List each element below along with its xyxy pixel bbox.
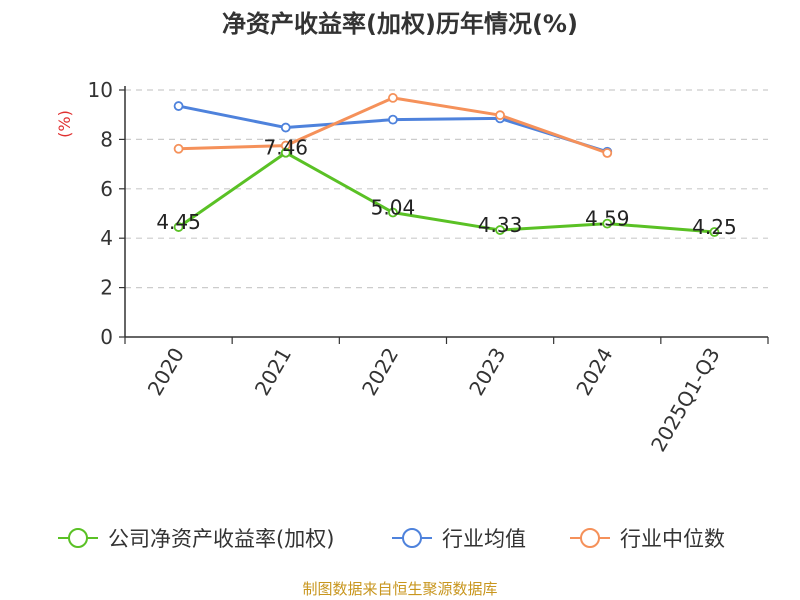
x-tick-label: 2025Q1-Q3 — [646, 344, 725, 456]
data-point — [173, 143, 184, 154]
data-label: 4.33 — [478, 213, 523, 237]
y-tick-label: 0 — [100, 325, 113, 349]
data-label: 4.45 — [156, 210, 201, 234]
legend-item: 行业均值 — [392, 527, 526, 551]
series-line — [177, 151, 715, 234]
chart-title: 净资产收益率(加权)历年情况(%) — [222, 10, 578, 38]
series-line — [178, 96, 608, 155]
y-tick-label: 2 — [100, 276, 113, 300]
y-tick-label: 4 — [100, 226, 113, 250]
data-point — [280, 122, 291, 133]
source-note: 制图数据来自恒生聚源数据库 — [302, 580, 498, 598]
legend-marker — [402, 528, 422, 548]
data-label: 7.46 — [263, 136, 308, 160]
legend-label: 行业均值 — [442, 527, 526, 551]
data-point — [602, 218, 613, 229]
y-tick-label: 8 — [100, 127, 113, 151]
legend-marker — [580, 528, 600, 548]
x-tick-label: 2023 — [464, 344, 510, 400]
data-point — [602, 148, 613, 158]
data-point — [388, 114, 398, 125]
y-axis-label: (%) — [55, 110, 74, 138]
y-tick-label: 6 — [100, 177, 113, 201]
legend-label: 公司净资产收益率(加权) — [108, 527, 334, 551]
data-point — [388, 207, 398, 218]
data-point — [280, 147, 291, 158]
data-point — [495, 110, 505, 121]
x-tick-label: 2022 — [357, 344, 403, 400]
legend-item: 公司净资产收益率(加权) — [58, 527, 334, 551]
y-tick-label: 10 — [88, 78, 113, 102]
legend-item: 行业中位数 — [570, 527, 725, 551]
legend-label: 行业中位数 — [620, 527, 725, 551]
legend-marker — [68, 528, 88, 548]
data-point — [388, 93, 398, 103]
data-point — [173, 222, 184, 232]
data-label: 4.25 — [692, 215, 737, 239]
x-tick-label: 2021 — [250, 344, 296, 400]
x-tick-label: 2024 — [571, 344, 617, 400]
data-point — [709, 227, 720, 237]
data-label: 4.59 — [585, 207, 630, 231]
data-label: 5.04 — [371, 196, 416, 220]
x-tick-label: 2020 — [143, 344, 189, 400]
data-point — [173, 101, 184, 111]
data-point — [495, 225, 505, 235]
